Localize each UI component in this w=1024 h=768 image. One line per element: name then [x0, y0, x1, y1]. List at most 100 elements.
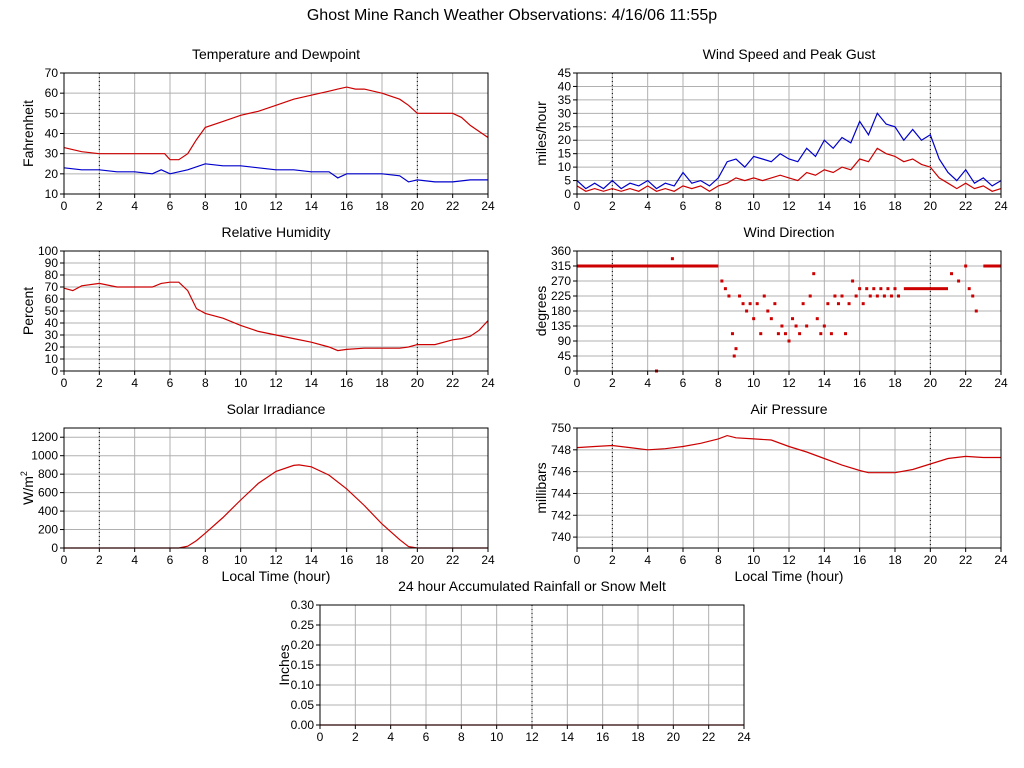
page-title: Ghost Mine Ranch Weather Observations: 4…	[306, 7, 718, 24]
chart-title: Wind Speed and Peak Gust	[703, 46, 876, 62]
x-axis-label: Local Time (hour)	[735, 568, 844, 584]
plot-frame	[63, 72, 489, 195]
y-axis-label: Inches	[276, 644, 292, 685]
chart-wind-speed-gust: 0 2 4 6 8 10 12 14 16 18 20 22 24051015202530354045W…	[533, 46, 1008, 213]
y-axis-label: Percent	[20, 287, 36, 335]
data-point	[851, 279, 855, 283]
x-tick-label: 20	[411, 376, 425, 390]
x-tick-label: 8	[202, 376, 209, 390]
data-point	[826, 302, 830, 306]
y-tick-label: 742	[551, 508, 571, 522]
x-tick-label: 14	[818, 553, 832, 567]
data-point	[730, 332, 734, 336]
x-tick-label: 8	[202, 199, 209, 213]
x-tick-label: 0	[574, 199, 581, 213]
chart-rainfall: 0 2 4 6 8 10 12 14 16 18 20 22 240.000.050.100.150.2…	[276, 578, 751, 744]
x-tick-label: 16	[853, 376, 867, 390]
y-tick-label: 35	[558, 93, 572, 107]
y-axis-label: W/m2	[19, 471, 36, 505]
data-point	[833, 294, 837, 298]
x-tick-label: 16	[853, 199, 867, 213]
x-tick-label: 18	[888, 376, 902, 390]
data-point	[861, 302, 865, 306]
y-tick-label: 10	[558, 160, 572, 174]
data-point	[791, 317, 795, 321]
y-tick-label: 0.00	[291, 718, 315, 732]
data-point	[836, 302, 840, 306]
y-tick-label: 30	[45, 147, 59, 161]
x-tick-label: 22	[959, 553, 973, 567]
x-tick-label: 14	[305, 199, 319, 213]
y-tick-label: 600	[38, 486, 58, 500]
x-tick-label: 12	[269, 553, 283, 567]
x-tick-label: 4	[644, 376, 651, 390]
y-tick-label: 0	[564, 187, 571, 201]
y-axis-label: millibars	[533, 462, 549, 513]
x-axis-label: Local Time (hour)	[222, 568, 331, 584]
y-tick-label: 315	[551, 259, 571, 273]
data-point	[822, 324, 826, 328]
y-axis-label: degrees	[533, 286, 549, 337]
data-point	[773, 302, 777, 306]
chart-title: Wind Direction	[743, 224, 834, 240]
data-point	[950, 272, 954, 276]
x-tick-label: 22	[959, 199, 973, 213]
data-point	[865, 287, 869, 291]
x-tick-label: 12	[269, 376, 283, 390]
data-point	[819, 332, 823, 336]
data-point	[875, 294, 879, 298]
x-tick-label: 22	[446, 376, 460, 390]
x-tick-label: 6	[167, 553, 174, 567]
data-point	[964, 264, 968, 268]
x-tick-label: 20	[924, 553, 938, 567]
y-tick-label: 746	[551, 465, 571, 479]
y-tick-label: 225	[551, 289, 571, 303]
x-tick-label: 24	[481, 376, 495, 390]
chart-title: 24 hour Accumulated Rainfall or Snow Mel…	[398, 578, 666, 594]
data-point	[858, 287, 862, 291]
data-band	[903, 287, 948, 291]
x-tick-label: 0	[574, 553, 581, 567]
x-tick-label: 4	[131, 199, 138, 213]
data-point	[808, 294, 812, 298]
y-axis-label: miles/hour	[533, 101, 549, 166]
chart-title: Solar Irradiance	[227, 401, 326, 417]
y-tick-label: 10	[45, 187, 59, 201]
data-point	[829, 332, 833, 336]
y-axis-label: Fahrenheit	[20, 100, 36, 167]
x-tick-label: 14	[818, 376, 832, 390]
y-tick-label: 0	[51, 541, 58, 555]
y-tick-label: 10	[45, 352, 59, 366]
x-tick-label: 18	[375, 553, 389, 567]
data-point	[745, 309, 749, 313]
x-tick-label: 14	[818, 199, 832, 213]
x-tick-label: 0	[61, 376, 68, 390]
x-tick-label: 12	[525, 730, 539, 744]
x-tick-label: 10	[234, 199, 248, 213]
data-point	[732, 354, 736, 358]
x-tick-label: 12	[782, 199, 796, 213]
series-line	[576, 434, 1001, 474]
y-tick-label: 744	[551, 486, 571, 500]
x-tick-label: 24	[481, 553, 495, 567]
y-tick-label: 90	[558, 334, 572, 348]
data-point	[967, 287, 971, 291]
x-tick-label: 8	[458, 730, 465, 744]
y-tick-label: 20	[558, 133, 572, 147]
x-tick-label: 2	[352, 730, 359, 744]
data-point	[897, 294, 901, 298]
data-point	[854, 294, 858, 298]
x-tick-label: 20	[411, 199, 425, 213]
data-point	[801, 302, 805, 306]
plot-frame	[576, 72, 1002, 195]
y-tick-label: 70	[45, 280, 59, 294]
x-tick-label: 8	[715, 376, 722, 390]
y-tick-label: 40	[45, 316, 59, 330]
y-tick-label: 180	[551, 304, 571, 318]
y-tick-label: 400	[38, 504, 58, 518]
x-tick-label: 16	[340, 376, 354, 390]
data-point	[879, 287, 883, 291]
chart-relative-humidity: 0 2 4 6 8 10 12 14 16 18 20 22 240102030405060708090…	[20, 224, 495, 390]
data-point	[872, 287, 876, 291]
